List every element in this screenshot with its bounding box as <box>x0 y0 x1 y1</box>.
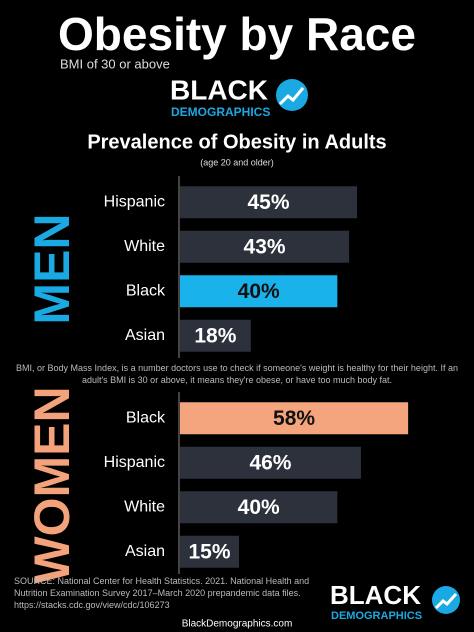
category-label: White <box>124 238 165 255</box>
bar <box>180 491 338 524</box>
note: BMI, or Body Mass Index, is a number doc… <box>16 363 458 385</box>
logo-top: BLACK <box>330 580 421 610</box>
bar <box>180 446 361 479</box>
category-label: Hispanic <box>104 193 165 210</box>
heading: Prevalence of Obesity in Adults <box>87 131 386 153</box>
value-label: 15% <box>188 540 230 563</box>
logo-arrow <box>434 592 458 610</box>
category-label: Asian <box>125 543 165 560</box>
bar <box>180 319 251 352</box>
logo-top: BLACK <box>170 74 268 105</box>
bar <box>180 402 409 435</box>
group-label: WOMEN <box>24 386 80 583</box>
bar <box>180 186 357 219</box>
bar <box>180 535 239 568</box>
logo-bottom: DEMOGRAPHICS <box>171 105 270 119</box>
category-label: Hispanic <box>104 454 165 471</box>
category-label: White <box>124 498 165 515</box>
subtitle: BMI of 30 or above <box>60 56 170 71</box>
value-label: 46% <box>249 451 291 474</box>
value-label: 58% <box>273 407 315 430</box>
category-label: Black <box>126 282 166 299</box>
value-label: 40% <box>238 280 280 303</box>
website: BlackDemographics.com <box>182 619 293 630</box>
logo: BLACK DEMOGRAPHICS <box>330 580 460 622</box>
subheading: (age 20 and older) <box>200 157 274 167</box>
logo-bottom: DEMOGRAPHICS <box>331 610 422 622</box>
source: SOURCE: National Center for Health Stati… <box>14 576 310 610</box>
category-label: Black <box>126 409 166 426</box>
category-label: Asian <box>125 327 165 344</box>
bar <box>180 275 338 308</box>
value-label: 45% <box>247 191 289 214</box>
bar <box>180 230 350 263</box>
value-label: 18% <box>194 324 236 347</box>
logo-arrow <box>278 87 305 106</box>
value-label: 40% <box>238 496 280 519</box>
logo-icon <box>276 79 308 111</box>
logo: BLACK DEMOGRAPHICS <box>170 74 308 119</box>
group-label: MEN <box>24 213 80 324</box>
title: Obesity by Race <box>58 8 416 60</box>
logo-icon <box>432 586 460 614</box>
value-label: 43% <box>244 235 286 258</box>
